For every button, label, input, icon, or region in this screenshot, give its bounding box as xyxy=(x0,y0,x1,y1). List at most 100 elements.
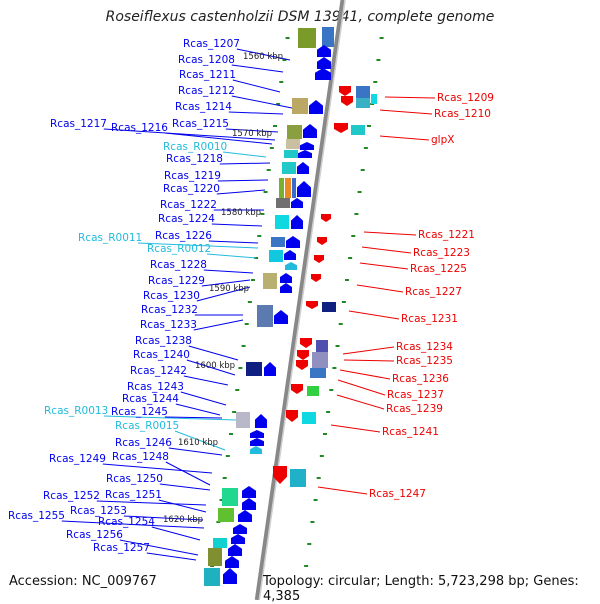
gene-detail-box xyxy=(218,508,234,522)
gene-detail-box xyxy=(322,27,334,47)
left-callout-line xyxy=(228,111,284,115)
left-callout-line xyxy=(164,416,223,419)
forward-gene-arrow xyxy=(284,250,296,260)
callout-line-layer xyxy=(61,48,436,561)
left-callout-line xyxy=(188,345,239,361)
left-gene-label: Rcas_R0010 xyxy=(163,141,227,153)
gene-detail-box xyxy=(284,150,298,158)
gene-detail-box xyxy=(204,568,220,586)
right-gene-label: Rcas_1221 xyxy=(418,229,475,241)
forward-gene-arrow xyxy=(264,362,276,376)
left-gene-label: Rcas_1211 xyxy=(179,69,236,81)
right-callout-line xyxy=(339,369,391,380)
right-gene-label: Rcas_1236 xyxy=(392,373,449,385)
right-gene-label: glpX xyxy=(431,134,454,146)
gene-label-layer: Rcas_1207 Rcas_1208 Rcas_1211 Rcas_1212 Rcas… xyxy=(8,38,494,554)
left-gene-label: Rcas_1256 xyxy=(66,529,123,541)
gene-detail-box xyxy=(286,139,300,149)
gene-detail-box xyxy=(271,237,285,247)
reverse-gene-arrow xyxy=(296,360,308,370)
right-gene-label: Rcas_1231 xyxy=(401,313,458,325)
left-callout-line xyxy=(175,403,221,416)
gene-detail-box xyxy=(356,86,370,98)
forward-gene-arrow xyxy=(303,124,317,138)
left-callout-line xyxy=(165,461,211,486)
left-gene-label: Rcas_1238 xyxy=(135,335,192,347)
forward-gene-arrow xyxy=(280,283,292,293)
gene-detail-box xyxy=(310,368,326,378)
right-callout-line xyxy=(379,109,433,115)
right-gene-label: Rcas_1241 xyxy=(382,426,439,438)
forward-gene-arrow xyxy=(291,198,303,208)
forward-gene-arrow xyxy=(291,215,303,229)
right-callout-line xyxy=(342,346,395,355)
left-gene-label: Rcas_1214 xyxy=(175,101,232,113)
gene-detail-box xyxy=(236,412,250,428)
forward-gene-arrow xyxy=(231,534,245,544)
accession-text: Accession: NC_009767 xyxy=(9,574,157,589)
left-callout-line xyxy=(231,95,293,109)
forward-gene-arrow xyxy=(300,142,314,150)
reverse-gene-arrow xyxy=(311,274,321,282)
right-callout-line xyxy=(356,284,404,293)
left-callout-line xyxy=(222,151,267,158)
left-gene-label: Rcas_1257 xyxy=(93,542,150,554)
left-callout-line xyxy=(180,391,227,406)
left-gene-label: Rcas_1217 xyxy=(50,118,107,130)
kbp-marker: 1620 kbp xyxy=(163,515,203,525)
forward-gene-arrow xyxy=(317,57,331,69)
genome-title: Roseiflexus castenholzii DSM 13941, comp… xyxy=(105,9,495,25)
gene-detail-box xyxy=(351,125,365,135)
backbone-highlight xyxy=(258,0,346,600)
left-gene-label: Rcas_1220 xyxy=(163,183,220,195)
left-gene-label: Rcas_R0013 xyxy=(44,405,108,417)
left-gene-label: Rcas_1218 xyxy=(166,153,223,165)
kbp-marker: 1610 kbp xyxy=(178,438,218,448)
backbone-line xyxy=(254,0,346,600)
left-gene-label: Rcas_1240 xyxy=(133,349,190,361)
right-gene-label: Rcas_1235 xyxy=(396,355,453,367)
gene-detail-box xyxy=(290,469,306,487)
left-gene-label: Rcas_1232 xyxy=(141,304,198,316)
gene-detail-box xyxy=(263,273,277,289)
gene-detail-box xyxy=(322,302,336,312)
left-callout-line xyxy=(225,128,279,133)
left-gene-label: Rcas_1249 xyxy=(49,453,106,465)
forward-gene-arrow xyxy=(223,568,237,584)
gene-detail-box xyxy=(285,178,291,198)
left-callout-line xyxy=(174,430,226,451)
left-gene-label: Rcas_1252 xyxy=(43,490,100,502)
kbp-marker: 1570 kbp xyxy=(232,129,272,139)
left-gene-label: Rcas_1226 xyxy=(155,230,212,242)
right-gene-label: Rcas_1209 xyxy=(437,92,494,104)
gene-detail-box xyxy=(275,215,289,229)
gene-detail-box xyxy=(307,386,319,396)
gene-detail-box xyxy=(292,98,308,114)
left-callout-line xyxy=(146,552,197,561)
left-gene-label: Rcas_R0012 xyxy=(147,243,211,255)
reverse-gene-arrow xyxy=(273,466,287,484)
gene-detail-box xyxy=(282,162,296,174)
left-gene-label: Rcas_R0011 xyxy=(78,232,142,244)
right-gene-label: Rcas_1237 xyxy=(387,389,444,401)
forward-gene-arrow xyxy=(297,162,309,174)
reverse-gene-arrow xyxy=(314,255,324,263)
left-gene-label: Rcas_1243 xyxy=(127,381,184,393)
left-gene-label: Rcas_1224 xyxy=(158,213,215,225)
left-gene-label: Rcas_1245 xyxy=(111,406,168,418)
left-gene-label: Rcas_1253 xyxy=(70,505,127,517)
forward-gene-arrow xyxy=(286,236,300,248)
left-gene-label: Rcas_1229 xyxy=(148,275,205,287)
gene-detail-box xyxy=(222,488,238,506)
left-callout-line xyxy=(159,483,211,491)
left-gene-label: Rcas_1242 xyxy=(130,365,187,377)
right-callout-line xyxy=(343,359,395,362)
left-gene-label: Rcas_1248 xyxy=(112,451,169,463)
gene-detail-box xyxy=(213,538,227,548)
gene-detail-box xyxy=(269,250,283,262)
left-callout-line xyxy=(203,269,254,274)
left-callout-line xyxy=(231,64,284,73)
forward-gene-arrow xyxy=(242,486,256,498)
reverse-gene-arrow xyxy=(334,123,348,133)
left-callout-line xyxy=(151,526,201,541)
